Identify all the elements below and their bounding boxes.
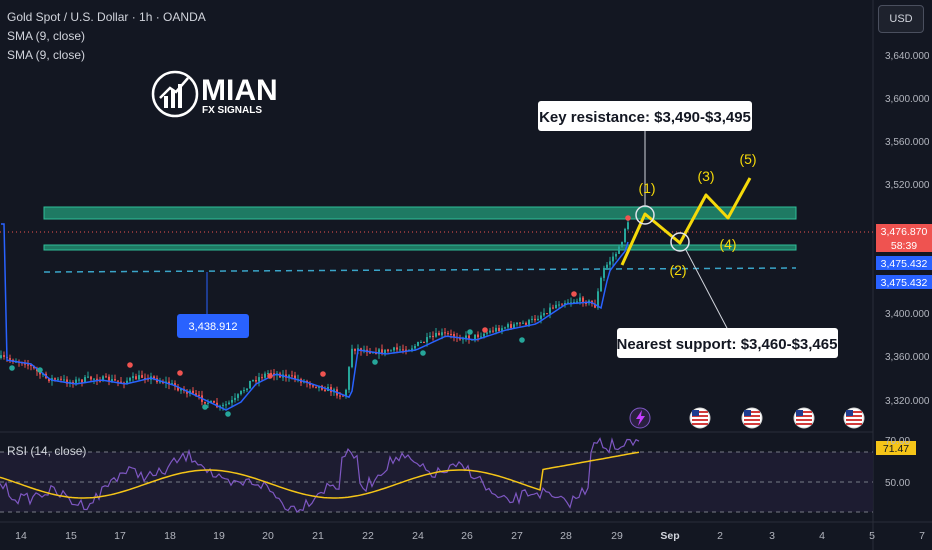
- wave-label-3: (3): [697, 168, 714, 184]
- chart-legend: Gold Spot / U.S. Dollar · 1h · OANDA SMA…: [7, 8, 206, 65]
- time-tick-label: 28: [560, 530, 572, 542]
- time-tick-label: 26: [461, 530, 473, 542]
- time-tick-label: 14: [15, 530, 27, 542]
- signal-dots: [9, 215, 631, 417]
- time-tick-label: 22: [362, 530, 374, 542]
- countdown-text: 58:39: [891, 240, 917, 252]
- wave-label-2: (2): [669, 262, 686, 278]
- price-tick-label: 3,520.000: [885, 180, 930, 191]
- current-price-badge: [876, 224, 932, 238]
- mian-logo: MIAN FX SIGNALS: [151, 70, 278, 118]
- time-tick-label: 5: [869, 530, 875, 542]
- logo-name: MIAN: [201, 74, 278, 107]
- time-tick-label: 2: [717, 530, 723, 542]
- support-callout-line: [685, 249, 729, 331]
- resistance-callout-box[interactable]: [538, 101, 752, 131]
- price-tick-label: 3,560.000: [885, 137, 930, 148]
- time-tick-label: 4: [819, 530, 825, 542]
- support-zone[interactable]: [43, 244, 797, 251]
- logo-circle-icon: [151, 70, 199, 118]
- time-tick-label: 27: [511, 530, 523, 542]
- wave-label-1: (1): [638, 180, 655, 196]
- price-tick-label: 3,320.000: [885, 396, 930, 407]
- sma-badge-1-text: 3,475.432: [881, 258, 928, 270]
- level-price-text: 3,438.912: [189, 321, 238, 333]
- sma-badge-1: [876, 256, 932, 270]
- time-tick-label: 15: [65, 530, 77, 542]
- time-tick-label: 24: [412, 530, 424, 542]
- current-price-text: 3,476.870: [881, 226, 928, 238]
- indicator-sma-1[interactable]: SMA (9, close): [7, 29, 86, 43]
- time-tick-label: 21: [312, 530, 324, 542]
- countdown-badge: [876, 238, 932, 252]
- time-tick-label: 19: [213, 530, 225, 542]
- time-tick-label: 18: [164, 530, 176, 542]
- price-axis-labels[interactable]: 3,640.000 3,600.000 3,560.000 3,520.000 3,40…: [885, 51, 930, 407]
- level-dashed-line[interactable]: [43, 267, 797, 273]
- time-tick-label: Sep: [660, 530, 679, 542]
- wave-label-4: (4): [719, 236, 736, 252]
- wave-2-circle: [670, 232, 690, 252]
- rsi-level-50-label: 50.00: [885, 478, 910, 489]
- rsi-value-badge: [876, 441, 916, 455]
- support-callout-text: Nearest support: $3,460-$3,465: [617, 336, 838, 353]
- time-tick-label: 29: [611, 530, 623, 542]
- time-tick-label: 7: [919, 530, 925, 542]
- time-tick-label: 20: [262, 530, 274, 542]
- rsi-ma-line: [0, 451, 640, 499]
- rsi-legend[interactable]: RSI (14, close): [7, 444, 87, 458]
- level-price-label[interactable]: [177, 314, 249, 338]
- sma-badge-2-text: 3,475.432: [881, 277, 928, 289]
- event-icons-row[interactable]: [629, 407, 865, 429]
- wave-label-5: (5): [739, 151, 756, 167]
- rsi-level-70-label: 70.00: [885, 436, 910, 447]
- currency-button[interactable]: USD: [878, 5, 924, 33]
- resistance-zone[interactable]: [43, 206, 797, 220]
- time-tick-label: 3: [769, 530, 775, 542]
- rsi-value-text: 71.47: [883, 443, 909, 455]
- indicator-sma-2[interactable]: SMA (9, close): [7, 48, 86, 62]
- time-axis-labels[interactable]: 14 15 17 18 19 20 21 22 24 26 27 28 29 Sep 2 3 4 5 7: [15, 530, 925, 542]
- support-callout-box[interactable]: [617, 328, 838, 358]
- logo-subtitle: FX SIGNALS: [202, 105, 262, 116]
- rsi-line: [0, 437, 640, 513]
- sma-line: [1, 223, 629, 411]
- time-tick-label: 17: [114, 530, 126, 542]
- resistance-callout-text: Key resistance: $3,490-$3,495: [539, 109, 751, 126]
- sma-badge-2: [876, 275, 932, 289]
- price-tick-label: 3,600.000: [885, 94, 930, 105]
- symbol-title[interactable]: Gold Spot / U.S. Dollar · 1h · OANDA: [7, 10, 206, 24]
- price-tick-label: 3,640.000: [885, 51, 930, 62]
- price-tick-label: 3,360.000: [885, 352, 930, 363]
- price-tick-label: 3,400.000: [885, 309, 930, 320]
